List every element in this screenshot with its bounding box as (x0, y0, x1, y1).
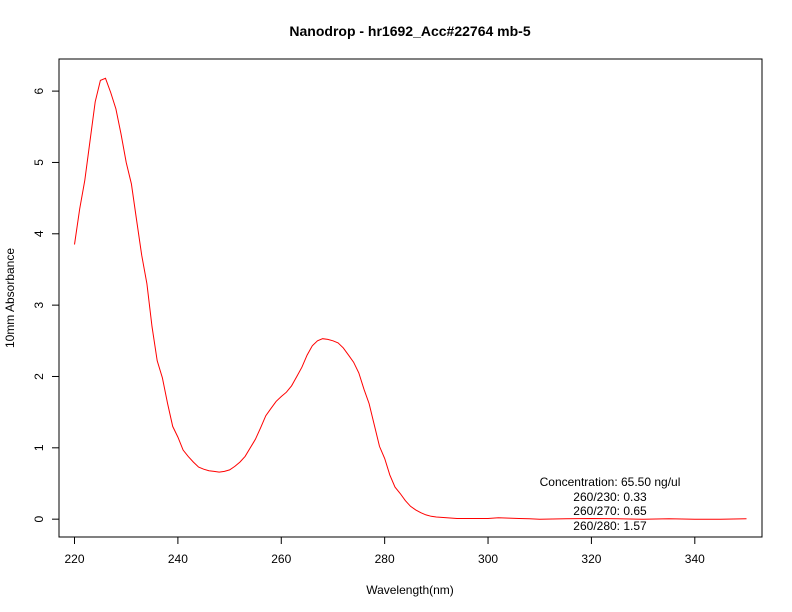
y-tick-label: 2 (32, 373, 46, 380)
ratio-260-280-annotation: 260/280: 1.57 (573, 519, 647, 533)
plot-frame (58, 58, 763, 538)
y-tick-label: 4 (32, 230, 46, 237)
y-axis: 0 1 2 3 4 5 6 (32, 87, 60, 523)
x-tick-label: 320 (581, 552, 601, 566)
absorbance-series-line (74, 77, 747, 520)
x-tick-label: 260 (271, 552, 291, 566)
chart-title: Nanodrop - hr1692_Acc#22764 mb-5 (289, 23, 530, 39)
ratio-260-230-annotation: 260/230: 0.33 (573, 490, 647, 504)
x-tick-label: 300 (478, 552, 498, 566)
concentration-annotation: Concentration: 65.50 ng/ul (540, 475, 681, 489)
x-tick-label: 280 (375, 552, 395, 566)
y-tick-label: 5 (32, 159, 46, 166)
y-tick-label: 1 (32, 444, 46, 451)
y-tick-label: 0 (32, 516, 46, 523)
series-layer (74, 77, 747, 520)
y-tick-label: 6 (32, 87, 46, 94)
annotation-box: Concentration: 65.50 ng/ul 260/230: 0.33… (540, 475, 681, 533)
x-axis-label: Wavelength(nm) (366, 583, 454, 597)
y-axis-label: 10mm Absorbance (3, 248, 17, 348)
ratio-260-270-annotation: 260/270: 0.65 (573, 504, 647, 518)
x-axis: 220 240 260 280 300 320 340 (64, 536, 705, 566)
x-tick-label: 340 (685, 552, 705, 566)
x-tick-label: 220 (64, 552, 84, 566)
x-tick-label: 240 (168, 552, 188, 566)
y-tick-label: 3 (32, 301, 46, 308)
